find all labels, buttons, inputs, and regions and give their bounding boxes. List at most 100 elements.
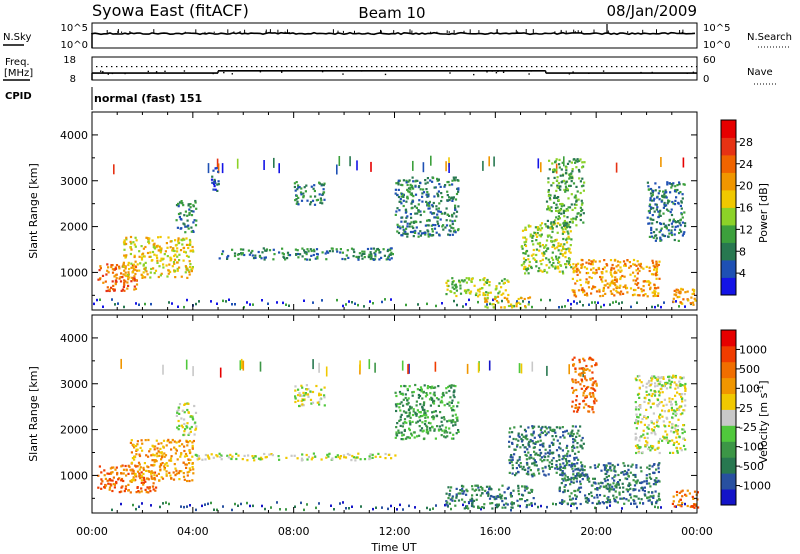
power-cell <box>562 212 565 215</box>
power-cell <box>406 225 409 228</box>
velocity-cell <box>359 458 362 461</box>
power-cell <box>297 196 300 199</box>
power-cell <box>574 269 577 272</box>
power-cell <box>555 209 558 212</box>
power-cell <box>525 249 529 253</box>
velocity-cell <box>531 489 534 492</box>
power-cell <box>180 227 183 230</box>
power-cell <box>401 184 404 187</box>
power-cell <box>592 285 595 288</box>
nave-dot <box>371 66 373 68</box>
nave-dot <box>391 66 393 68</box>
velocity-cell <box>180 417 183 420</box>
velocity-cell <box>572 389 575 392</box>
power-cell <box>435 304 437 308</box>
velocity-cell <box>582 473 585 477</box>
power-cell <box>401 226 404 229</box>
power-cell <box>442 224 445 227</box>
power-cell <box>134 287 138 290</box>
velocity-cell <box>565 446 568 449</box>
nave-dot <box>406 66 408 68</box>
power-cell <box>431 204 434 207</box>
velocity-cell <box>682 376 685 379</box>
velocity-cell <box>309 390 312 393</box>
nave-dot <box>581 66 583 68</box>
velocity-cell <box>572 432 575 436</box>
power-cell <box>655 208 658 211</box>
velocity-cell <box>98 465 101 468</box>
power-cell <box>195 207 198 210</box>
power-cell <box>577 262 580 265</box>
velocity-cell <box>300 459 303 462</box>
velocity-cell <box>653 390 656 393</box>
velocity-cell <box>174 474 177 477</box>
power-cell <box>620 290 623 293</box>
power-cell <box>324 252 327 255</box>
power-cell <box>615 265 618 268</box>
power-cell <box>520 297 523 300</box>
power-cell <box>431 205 434 208</box>
nave-dot <box>211 66 213 68</box>
power-cell <box>580 185 584 188</box>
velocity-cell <box>629 487 632 490</box>
power-cell <box>221 252 224 256</box>
velocity-cell <box>648 398 651 402</box>
velocity-cell <box>406 387 409 391</box>
velocity-cell <box>548 452 551 455</box>
velocity-cell <box>663 410 666 413</box>
power-cell <box>222 299 224 303</box>
velocity-cell <box>416 409 419 412</box>
velocity-cell <box>626 490 629 493</box>
velocity-cell <box>628 482 631 485</box>
power-cell <box>437 210 441 213</box>
power-cell <box>101 274 105 277</box>
velocity-cell <box>633 488 636 491</box>
velocity-cell <box>528 445 531 448</box>
velocity-cell <box>692 497 695 500</box>
power-cell <box>436 213 439 216</box>
velocity-cell <box>682 437 685 440</box>
velocity-cell <box>643 490 646 493</box>
velocity-cell <box>186 474 189 477</box>
velocity-cell <box>325 456 328 459</box>
power-cell <box>427 235 430 238</box>
power-cell <box>570 203 573 206</box>
velocity-cell <box>597 463 600 466</box>
nave-dot <box>164 70 166 72</box>
power-cell <box>670 213 674 217</box>
nave-dot <box>692 71 695 73</box>
velocity-cell <box>407 401 410 405</box>
velocity-cell <box>478 489 481 492</box>
power-cell <box>131 271 134 274</box>
power-cell <box>295 181 298 184</box>
power-cell <box>662 234 665 237</box>
power-cell <box>617 264 620 267</box>
nave-dot <box>147 70 149 73</box>
velocity-cell <box>684 399 687 402</box>
velocity-cell <box>683 430 686 433</box>
nave-dot <box>231 66 233 68</box>
power-cell <box>149 271 152 274</box>
velocity-cell <box>103 474 106 477</box>
power-cell <box>550 184 553 187</box>
velocity-cell <box>191 455 194 458</box>
velocity-cell <box>467 507 470 510</box>
velocity-colorbar-tick-label: 1000 <box>739 343 767 356</box>
power-cell <box>560 226 563 229</box>
velocity-cell <box>640 498 643 501</box>
power-cell <box>451 286 454 289</box>
power-cell <box>296 249 299 252</box>
power-cell <box>660 157 662 167</box>
power-cell <box>550 222 553 225</box>
velocity-cell <box>375 506 377 509</box>
velocity-cell <box>648 464 651 467</box>
velocity-cell <box>178 424 181 427</box>
velocity-cell <box>481 506 484 509</box>
power-cell <box>581 177 584 180</box>
velocity-cell <box>691 495 694 498</box>
power-cell <box>575 263 578 266</box>
power-cell <box>637 286 640 289</box>
power-cell <box>648 203 652 206</box>
nave-dot <box>366 66 368 68</box>
velocity-cell <box>594 506 596 510</box>
